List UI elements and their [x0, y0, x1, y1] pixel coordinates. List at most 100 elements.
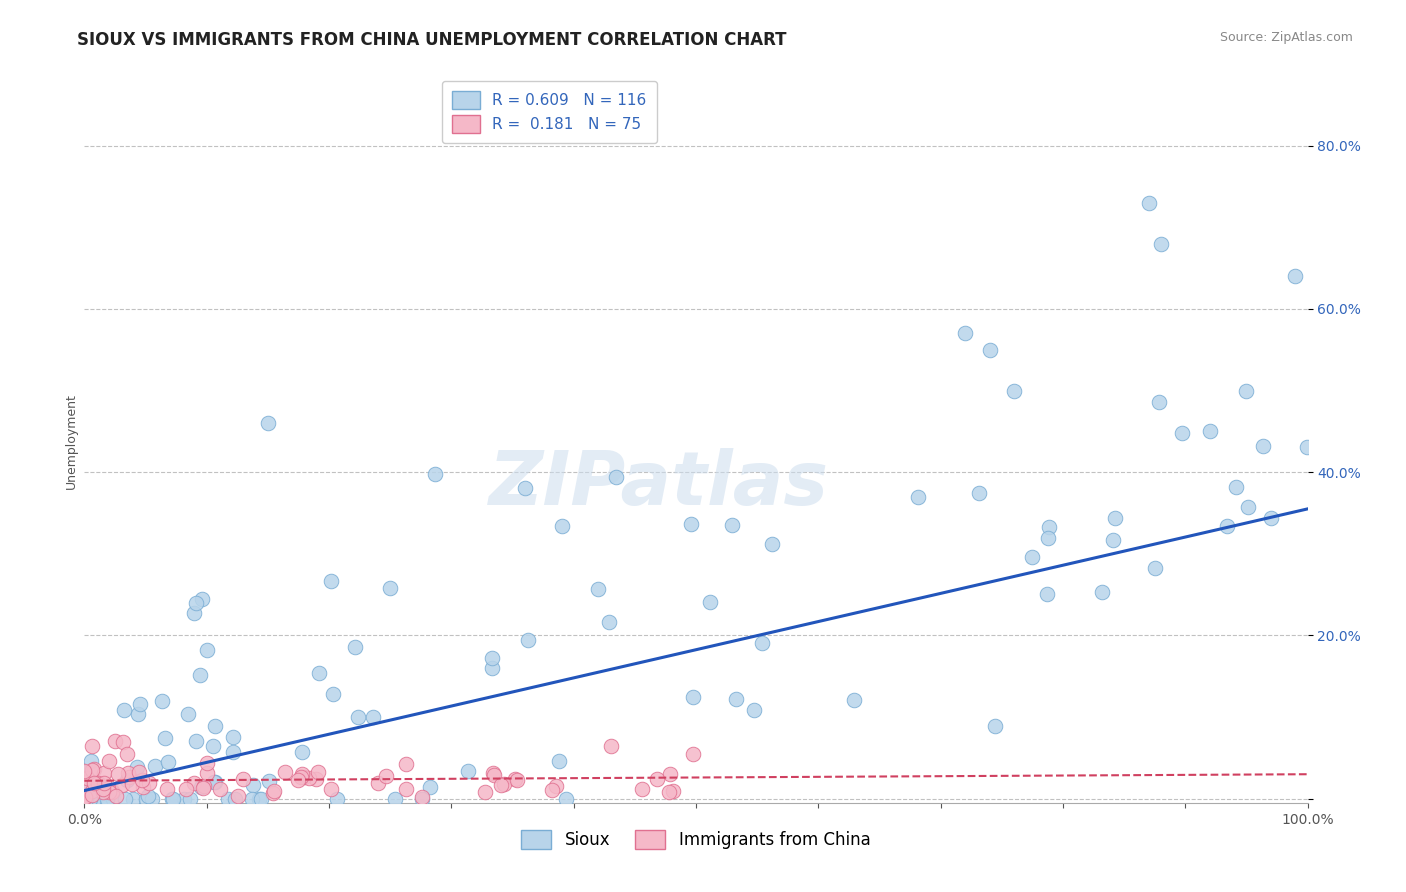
Point [1284, 269, 1306, 284]
Point [105, 789, 128, 803]
Point [1147, 395, 1170, 409]
Point [506, 772, 529, 787]
Point [474, 785, 496, 799]
Point [645, 772, 668, 786]
Point [699, 595, 721, 609]
Point [326, 791, 349, 805]
Point [79, 791, 101, 805]
Point [1021, 550, 1043, 565]
Point [128, 764, 150, 779]
Point [681, 516, 703, 531]
Point [761, 537, 783, 551]
Point [204, 774, 226, 789]
Point [361, 710, 384, 724]
Point [489, 778, 512, 792]
Point [411, 790, 433, 805]
Point [1236, 500, 1258, 514]
Point [111, 734, 134, 748]
Point [77, 791, 100, 805]
Point [742, 703, 765, 717]
Point [551, 518, 574, 533]
Point [222, 745, 245, 759]
Point [91, 785, 114, 799]
Point [1091, 584, 1114, 599]
Point [75, 775, 97, 789]
Point [395, 782, 418, 797]
Point [240, 791, 263, 805]
Point [173, 791, 195, 805]
Point [118, 770, 141, 784]
Point [202, 775, 225, 789]
Legend: Sioux, Immigrants from China: Sioux, Immigrants from China [515, 823, 877, 856]
Point [73, 765, 96, 780]
Point [599, 739, 621, 753]
Point [344, 640, 367, 654]
Text: ZIPatlas: ZIPatlas [489, 449, 830, 522]
Point [662, 784, 685, 798]
Point [129, 697, 152, 711]
Point [481, 661, 503, 675]
Point [384, 791, 406, 805]
Point [1171, 425, 1194, 440]
Point [107, 767, 129, 781]
Point [80, 754, 103, 768]
Point [121, 777, 143, 791]
Point [160, 791, 183, 805]
Point [751, 635, 773, 649]
Point [291, 767, 314, 781]
Point [80, 784, 103, 798]
Point [190, 780, 212, 794]
Point [177, 707, 200, 722]
Point [374, 769, 396, 783]
Point [98, 785, 121, 799]
Point [97, 754, 120, 768]
Point [82, 739, 104, 754]
Point [457, 764, 479, 778]
Point [1198, 425, 1220, 439]
Point [513, 482, 536, 496]
Point [127, 760, 149, 774]
Point [135, 791, 157, 805]
Point [101, 785, 124, 799]
Point [136, 789, 159, 803]
Point [907, 491, 929, 505]
Point [1150, 236, 1173, 251]
Point [73, 789, 96, 804]
Point [658, 785, 681, 799]
Point [195, 643, 218, 657]
Point [83, 791, 105, 805]
Point [141, 791, 163, 805]
Point [193, 780, 215, 795]
Point [232, 772, 254, 787]
Point [1251, 439, 1274, 453]
Point [257, 774, 280, 789]
Point [183, 606, 205, 620]
Point [347, 709, 370, 723]
Point [291, 745, 314, 759]
Point [156, 756, 179, 770]
Point [419, 780, 441, 794]
Point [481, 651, 503, 665]
Point [114, 791, 136, 805]
Point [555, 791, 578, 805]
Point [174, 782, 197, 797]
Point [83, 762, 105, 776]
Point [682, 690, 704, 704]
Point [298, 771, 321, 785]
Y-axis label: Unemployment: Unemployment [65, 393, 77, 490]
Point [953, 326, 976, 341]
Point [273, 764, 295, 779]
Text: SIOUX VS IMMIGRANTS FROM CHINA UNEMPLOYMENT CORRELATION CHART: SIOUX VS IMMIGRANTS FROM CHINA UNEMPLOYM… [77, 31, 787, 49]
Point [183, 775, 205, 789]
Point [131, 772, 153, 787]
Point [322, 687, 344, 701]
Point [290, 770, 312, 784]
Point [73, 764, 96, 779]
Point [367, 775, 389, 789]
Point [1225, 480, 1247, 494]
Point [204, 719, 226, 733]
Point [195, 756, 218, 771]
Point [179, 791, 201, 805]
Point [541, 783, 564, 797]
Point [979, 343, 1001, 357]
